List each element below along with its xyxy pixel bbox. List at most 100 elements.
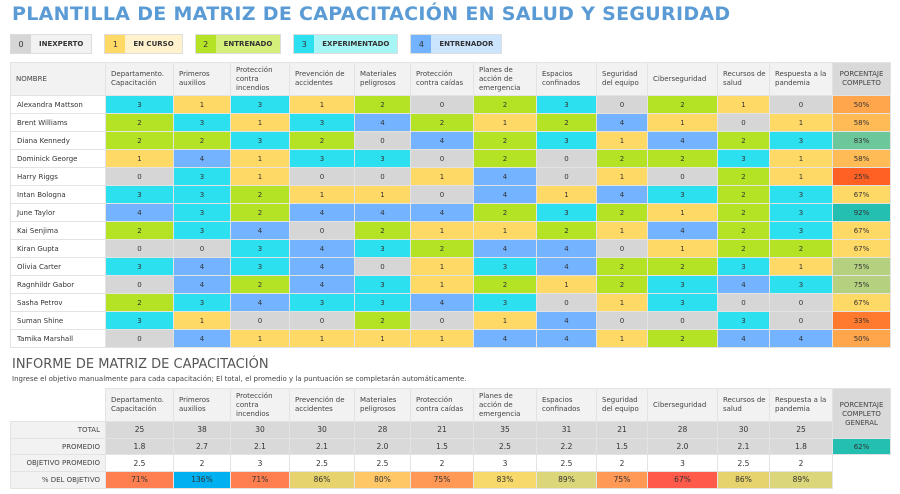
skill-level-cell[interactable]: 3: [769, 203, 833, 222]
skill-level-cell[interactable]: 0: [769, 95, 833, 114]
skill-level-cell[interactable]: 1: [354, 329, 411, 348]
skill-level-cell[interactable]: 3: [354, 293, 411, 312]
target-cell[interactable]: 3: [647, 454, 718, 473]
skill-level-cell[interactable]: 0: [769, 311, 833, 330]
skill-level-cell[interactable]: 0: [410, 95, 474, 114]
skill-level-cell[interactable]: 2: [473, 95, 537, 114]
skill-level-cell[interactable]: 3: [105, 185, 174, 204]
skill-level-cell[interactable]: 1: [769, 167, 833, 186]
skill-level-cell[interactable]: 1: [230, 149, 290, 168]
skill-level-cell[interactable]: 1: [769, 113, 833, 132]
skill-level-cell[interactable]: 2: [230, 203, 290, 222]
skill-level-cell[interactable]: 3: [769, 221, 833, 240]
skill-level-cell[interactable]: 2: [105, 131, 174, 150]
target-cell[interactable]: 2.5: [354, 454, 411, 473]
skill-level-cell[interactable]: 4: [173, 275, 231, 294]
skill-level-cell[interactable]: 0: [596, 95, 648, 114]
skill-level-cell[interactable]: 3: [105, 311, 174, 330]
employee-name[interactable]: Ragnhildr Gabor: [10, 275, 106, 294]
skill-level-cell[interactable]: 0: [354, 257, 411, 276]
skill-level-cell[interactable]: 2: [354, 95, 411, 114]
skill-level-cell[interactable]: 1: [410, 275, 474, 294]
skill-level-cell[interactable]: 0: [596, 239, 648, 258]
skill-level-cell[interactable]: 1: [647, 203, 718, 222]
skill-level-cell[interactable]: 3: [173, 221, 231, 240]
skill-level-cell[interactable]: 2: [647, 329, 718, 348]
skill-level-cell[interactable]: 2: [354, 311, 411, 330]
skill-level-cell[interactable]: 2: [717, 167, 770, 186]
employee-name[interactable]: Suman Shine: [10, 311, 106, 330]
skill-level-cell[interactable]: 0: [536, 293, 597, 312]
skill-level-cell[interactable]: 0: [289, 221, 355, 240]
skill-level-cell[interactable]: 3: [173, 185, 231, 204]
skill-level-cell[interactable]: 3: [289, 149, 355, 168]
skill-level-cell[interactable]: 4: [536, 257, 597, 276]
skill-level-cell[interactable]: 1: [230, 329, 290, 348]
skill-level-cell[interactable]: 1: [354, 185, 411, 204]
skill-level-cell[interactable]: 2: [105, 113, 174, 132]
skill-level-cell[interactable]: 0: [173, 239, 231, 258]
skill-level-cell[interactable]: 2: [647, 149, 718, 168]
skill-level-cell[interactable]: 1: [410, 167, 474, 186]
skill-level-cell[interactable]: 1: [230, 167, 290, 186]
skill-level-cell[interactable]: 4: [230, 293, 290, 312]
skill-level-cell[interactable]: 1: [473, 311, 537, 330]
target-cell[interactable]: 3: [473, 454, 537, 473]
skill-level-cell[interactable]: 4: [354, 203, 411, 222]
skill-level-cell[interactable]: 0: [105, 275, 174, 294]
skill-level-cell[interactable]: 1: [717, 95, 770, 114]
skill-level-cell[interactable]: 4: [289, 257, 355, 276]
skill-level-cell[interactable]: 3: [105, 95, 174, 114]
skill-level-cell[interactable]: 1: [105, 149, 174, 168]
skill-level-cell[interactable]: 3: [230, 239, 290, 258]
skill-level-cell[interactable]: 0: [536, 167, 597, 186]
target-cell[interactable]: 2: [173, 454, 231, 473]
skill-level-cell[interactable]: 3: [769, 131, 833, 150]
skill-level-cell[interactable]: 3: [536, 95, 597, 114]
skill-level-cell[interactable]: 4: [289, 239, 355, 258]
skill-level-cell[interactable]: 3: [536, 203, 597, 222]
skill-level-cell[interactable]: 1: [596, 167, 648, 186]
skill-level-cell[interactable]: 4: [410, 131, 474, 150]
skill-level-cell[interactable]: 3: [647, 185, 718, 204]
skill-level-cell[interactable]: 3: [536, 131, 597, 150]
skill-level-cell[interactable]: 2: [536, 113, 597, 132]
skill-level-cell[interactable]: 1: [536, 185, 597, 204]
skill-level-cell[interactable]: 2: [354, 221, 411, 240]
skill-level-cell[interactable]: 4: [473, 167, 537, 186]
skill-level-cell[interactable]: 4: [173, 149, 231, 168]
skill-level-cell[interactable]: 1: [596, 221, 648, 240]
skill-level-cell[interactable]: 1: [769, 149, 833, 168]
target-cell[interactable]: 3: [230, 454, 290, 473]
skill-level-cell[interactable]: 1: [289, 95, 355, 114]
skill-level-cell[interactable]: 0: [647, 311, 718, 330]
skill-level-cell[interactable]: 2: [289, 131, 355, 150]
skill-level-cell[interactable]: 1: [647, 113, 718, 132]
employee-name[interactable]: Olivia Carter: [10, 257, 106, 276]
skill-level-cell[interactable]: 3: [173, 113, 231, 132]
skill-level-cell[interactable]: 0: [769, 293, 833, 312]
skill-level-cell[interactable]: 2: [536, 221, 597, 240]
skill-level-cell[interactable]: 3: [105, 257, 174, 276]
skill-level-cell[interactable]: 3: [647, 293, 718, 312]
skill-level-cell[interactable]: 2: [230, 185, 290, 204]
skill-level-cell[interactable]: 2: [105, 293, 174, 312]
skill-level-cell[interactable]: 2: [647, 95, 718, 114]
target-cell[interactable]: 2: [769, 454, 833, 473]
employee-name[interactable]: Harry Riggs: [10, 167, 106, 186]
skill-level-cell[interactable]: 1: [536, 275, 597, 294]
skill-level-cell[interactable]: 3: [647, 275, 718, 294]
target-cell[interactable]: 2.5: [105, 454, 174, 473]
skill-level-cell[interactable]: 4: [105, 203, 174, 222]
skill-level-cell[interactable]: 3: [173, 293, 231, 312]
skill-level-cell[interactable]: 3: [354, 149, 411, 168]
employee-name[interactable]: Diana Kennedy: [10, 131, 106, 150]
skill-level-cell[interactable]: 4: [173, 329, 231, 348]
skill-level-cell[interactable]: 2: [717, 185, 770, 204]
skill-level-cell[interactable]: 2: [596, 257, 648, 276]
skill-level-cell[interactable]: 3: [173, 203, 231, 222]
skill-level-cell[interactable]: 3: [230, 257, 290, 276]
employee-name[interactable]: Sasha Petrov: [10, 293, 106, 312]
skill-level-cell[interactable]: 3: [230, 95, 290, 114]
skill-level-cell[interactable]: 2: [473, 203, 537, 222]
